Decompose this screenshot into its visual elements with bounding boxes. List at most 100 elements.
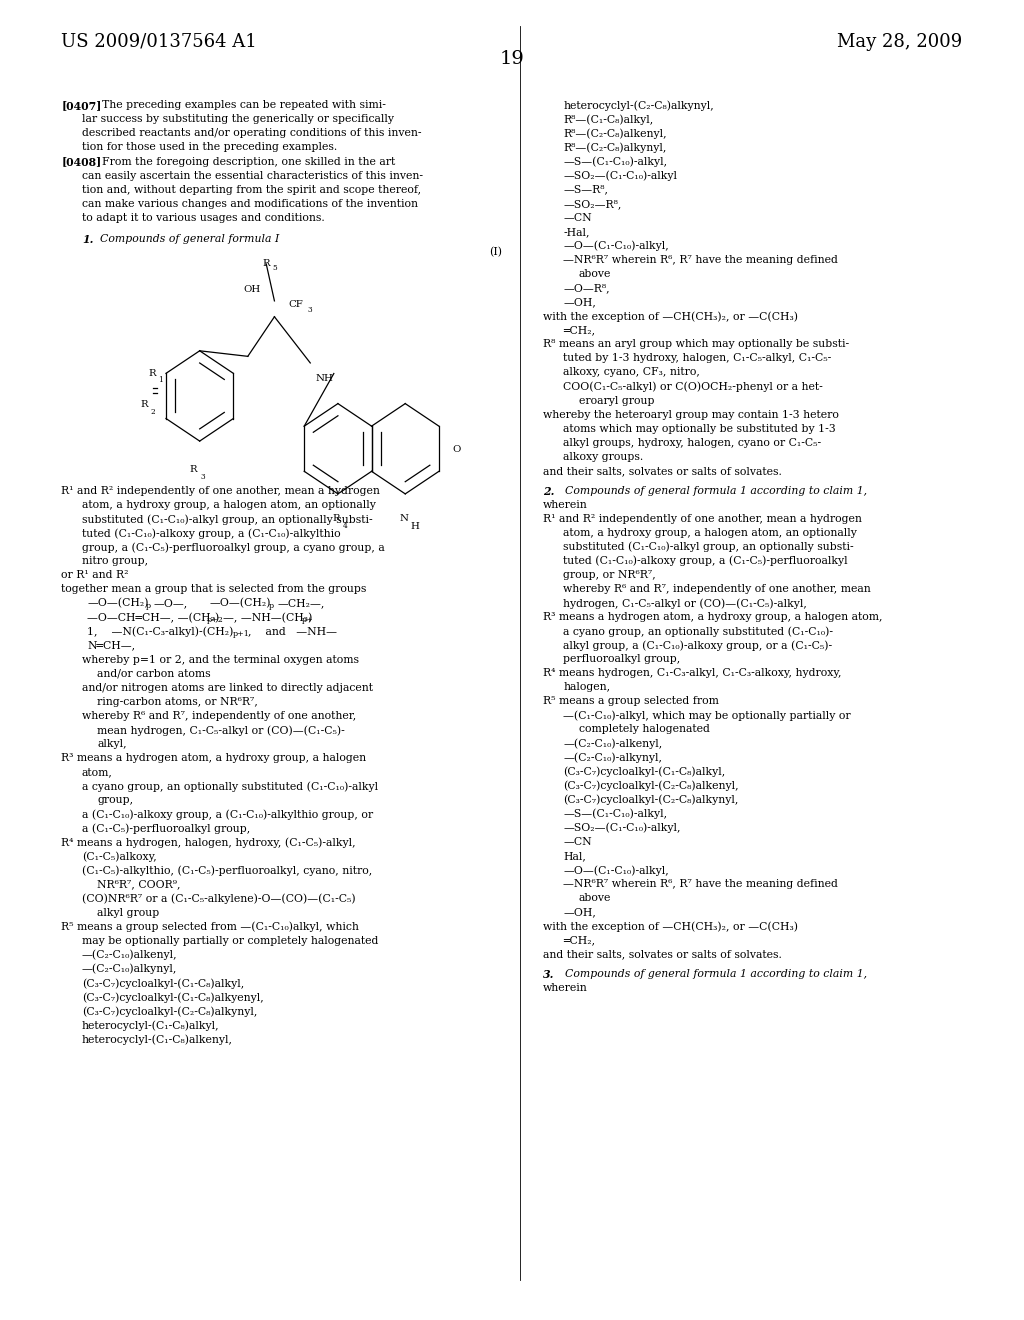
Text: (C₃-C₇)cycloalkyl-(C₁-C₈)alkyenyl,: (C₃-C₇)cycloalkyl-(C₁-C₈)alkyenyl,	[82, 993, 263, 1003]
Text: OH: OH	[244, 285, 261, 294]
Text: with the exception of —CH(CH₃)₂, or —C(CH₃): with the exception of —CH(CH₃)₂, or —C(C…	[543, 921, 798, 932]
Text: perfluoroalkyl group,: perfluoroalkyl group,	[563, 655, 681, 664]
Text: R: R	[189, 465, 197, 474]
Text: heterocyclyl-(C₁-C₈)alkyl,: heterocyclyl-(C₁-C₈)alkyl,	[82, 1020, 219, 1031]
Text: R: R	[333, 513, 340, 523]
Text: hydrogen, C₁-C₅-alkyl or (CO)—(C₁-C₅)-alkyl,: hydrogen, C₁-C₅-alkyl or (CO)—(C₁-C₅)-al…	[563, 598, 807, 609]
Text: R³ means a hydrogen atom, a hydroxy group, a halogen atom,: R³ means a hydrogen atom, a hydroxy grou…	[543, 612, 883, 622]
Text: with the exception of —CH(CH₃)₂, or —C(CH₃): with the exception of —CH(CH₃)₂, or —C(C…	[543, 312, 798, 322]
Text: The preceding examples can be repeated with simi-: The preceding examples can be repeated w…	[102, 100, 386, 111]
Text: —(C₂-C₁₀)alkynyl,: —(C₂-C₁₀)alkynyl,	[82, 964, 177, 974]
Text: or R¹ and R²: or R¹ and R²	[61, 570, 129, 581]
Text: 2.: 2.	[543, 486, 554, 496]
Text: eroaryl group: eroaryl group	[579, 396, 654, 405]
Text: R⁸—(C₁-C₈)alkyl,: R⁸—(C₁-C₈)alkyl,	[563, 115, 653, 125]
Text: Compounds of general formula 1 according to claim 1,: Compounds of general formula 1 according…	[565, 486, 867, 495]
Text: Hal,: Hal,	[563, 851, 586, 861]
Text: R⁸ means an aryl group which may optionally be substi-: R⁸ means an aryl group which may optiona…	[543, 339, 849, 350]
Text: atom, a hydroxy group, a halogen atom, an optionally: atom, a hydroxy group, a halogen atom, a…	[82, 500, 376, 510]
Text: May 28, 2009: May 28, 2009	[838, 33, 963, 51]
Text: 3.: 3.	[543, 969, 554, 981]
Text: —(C₂-C₁₀)-alkynyl,: —(C₂-C₁₀)-alkynyl,	[563, 752, 663, 763]
Text: and/or carbon atoms: and/or carbon atoms	[97, 669, 211, 678]
Text: Compounds of general formula 1 according to claim 1,: Compounds of general formula 1 according…	[565, 969, 867, 979]
Text: (I): (I)	[488, 247, 502, 257]
Text: tuted (C₁-C₁₀)-alkoxy group, a (C₁-C₁₀)-alkylthio: tuted (C₁-C₁₀)-alkoxy group, a (C₁-C₁₀)-…	[82, 528, 341, 539]
Text: From the foregoing description, one skilled in the art: From the foregoing description, one skil…	[102, 157, 395, 166]
Text: —(C₂-C₁₀)alkenyl,: —(C₂-C₁₀)alkenyl,	[82, 950, 177, 961]
Text: R¹ and R² independently of one another, mean a hydrogen: R¹ and R² independently of one another, …	[61, 486, 380, 496]
Text: wherein: wherein	[543, 499, 588, 510]
Text: —NR⁶R⁷ wherein R⁶, R⁷ have the meaning defined: —NR⁶R⁷ wherein R⁶, R⁷ have the meaning d…	[563, 879, 838, 890]
Text: —SO₂—(C₁-C₁₀)-alkyl: —SO₂—(C₁-C₁₀)-alkyl	[563, 170, 677, 181]
Text: p: p	[145, 602, 151, 610]
Text: Compounds of general formula I: Compounds of general formula I	[100, 234, 280, 244]
Text: and their salts, solvates or salts of solvates.: and their salts, solvates or salts of so…	[543, 949, 781, 960]
Text: alkyl group, a (C₁-C₁₀)-alkoxy group, or a (C₁-C₅)-: alkyl group, a (C₁-C₁₀)-alkoxy group, or…	[563, 640, 833, 651]
Text: R: R	[262, 259, 269, 268]
Text: (C₃-C₇)cycloalkyl-(C₁-C₈)alkyl,: (C₃-C₇)cycloalkyl-(C₁-C₈)alkyl,	[82, 978, 244, 989]
Text: —OH,: —OH,	[563, 297, 596, 308]
Text: —CH₂—,: —CH₂—,	[278, 598, 325, 609]
Text: (C₁-C₅)alkoxy,: (C₁-C₅)alkoxy,	[82, 851, 157, 862]
Text: ,    and   —NH—: , and —NH—	[248, 627, 337, 636]
Text: atom,: atom,	[82, 767, 113, 777]
Text: —O—(C₁-C₁₀)-alkyl,: —O—(C₁-C₁₀)-alkyl,	[563, 865, 669, 875]
Text: —SO₂—(C₁-C₁₀)-alkyl,: —SO₂—(C₁-C₁₀)-alkyl,	[563, 822, 681, 833]
Text: 2: 2	[151, 408, 156, 416]
Text: group, a (C₁-C₅)-perfluoroalkyl group, a cyano group, a: group, a (C₁-C₅)-perfluoroalkyl group, a…	[82, 543, 385, 553]
Text: alkyl groups, hydroxy, halogen, cyano or C₁-C₅-: alkyl groups, hydroxy, halogen, cyano or…	[563, 438, 821, 447]
Text: —O—,: —O—,	[154, 598, 187, 609]
Text: —S—(C₁-C₁₀)-alkyl,: —S—(C₁-C₁₀)-alkyl,	[563, 157, 668, 168]
Text: NH: NH	[315, 374, 333, 383]
Text: —CN: —CN	[563, 213, 592, 223]
Text: —O—(CH₂): —O—(CH₂)	[210, 598, 271, 609]
Text: [0408]: [0408]	[61, 157, 101, 168]
Text: H: H	[411, 521, 419, 531]
Text: substituted (C₁-C₁₀)-alkyl group, an optionally substi-: substituted (C₁-C₁₀)-alkyl group, an opt…	[563, 541, 854, 552]
Text: whereby R⁶ and R⁷, independently of one another, mean: whereby R⁶ and R⁷, independently of one …	[563, 583, 871, 594]
Text: 4: 4	[343, 521, 348, 529]
Text: (CO)NR⁶R⁷ or a (C₁-C₅-alkylene)-O—(CO)—(C₁-C₅): (CO)NR⁶R⁷ or a (C₁-C₅-alkylene)-O—(CO)—(…	[82, 894, 355, 904]
Text: —O—R⁸,: —O—R⁸,	[563, 282, 610, 293]
Text: —CN: —CN	[563, 837, 592, 847]
Text: p+: p+	[302, 616, 313, 624]
Text: R⁵ means a group selected from —(C₁-C₁₀)alkyl, which: R⁵ means a group selected from —(C₁-C₁₀)…	[61, 921, 359, 932]
Text: nitro group,: nitro group,	[82, 556, 148, 566]
Text: substituted (C₁-C₁₀)-alkyl group, an optionally substi-: substituted (C₁-C₁₀)-alkyl group, an opt…	[82, 513, 373, 524]
Text: US 2009/0137564 A1: US 2009/0137564 A1	[61, 33, 257, 51]
Text: (C₃-C₇)cycloalkyl-(C₂-C₈)alkynyl,: (C₃-C₇)cycloalkyl-(C₂-C₈)alkynyl,	[82, 1006, 257, 1016]
Text: N: N	[399, 513, 409, 523]
Text: ═CH₂,: ═CH₂,	[563, 325, 595, 335]
Text: R: R	[140, 400, 147, 409]
Text: O: O	[453, 445, 461, 454]
Text: a cyano group, an optionally substituted (C₁-C₁₀)-: a cyano group, an optionally substituted…	[563, 626, 834, 636]
Text: together mean a group that is selected from the groups: together mean a group that is selected f…	[61, 585, 367, 594]
Text: 1,    —N(C₁-C₃-alkyl)-(CH₂): 1, —N(C₁-C₃-alkyl)-(CH₂)	[87, 627, 233, 638]
Text: tuted (C₁-C₁₀)-alkoxy group, a (C₁-C₅)-perfluoroalkyl: tuted (C₁-C₁₀)-alkoxy group, a (C₁-C₅)-p…	[563, 556, 848, 566]
Text: R⁸—(C₂-C₈)alkenyl,: R⁸—(C₂-C₈)alkenyl,	[563, 128, 667, 139]
Text: p+1: p+1	[232, 631, 249, 639]
Text: -Hal,: -Hal,	[563, 227, 590, 236]
Text: a (C₁-C₁₀)-alkoxy group, a (C₁-C₁₀)-alkylthio group, or: a (C₁-C₁₀)-alkoxy group, a (C₁-C₁₀)-alky…	[82, 809, 373, 820]
Text: COO(C₁-C₅-alkyl) or C(O)OCH₂-phenyl or a het-: COO(C₁-C₅-alkyl) or C(O)OCH₂-phenyl or a…	[563, 381, 823, 392]
Text: and/or nitrogen atoms are linked to directly adjacent: and/or nitrogen atoms are linked to dire…	[82, 682, 373, 693]
Text: 5: 5	[272, 264, 278, 272]
Text: R⁸—(C₂-C₈)alkynyl,: R⁸—(C₂-C₈)alkynyl,	[563, 143, 667, 153]
Text: whereby the heteroaryl group may contain 1-3 hetero: whereby the heteroaryl group may contain…	[543, 409, 839, 420]
Text: —, —NH—(CH₂): —, —NH—(CH₂)	[223, 612, 312, 623]
Text: —O—CH═CH—, —(CH₂): —O—CH═CH—, —(CH₂)	[87, 612, 219, 623]
Text: (C₃-C₇)cycloalkyl-(C₂-C₈)alkenyl,: (C₃-C₇)cycloalkyl-(C₂-C₈)alkenyl,	[563, 780, 739, 791]
Text: alkoxy groups.: alkoxy groups.	[563, 451, 643, 462]
Text: R⁵ means a group selected from: R⁵ means a group selected from	[543, 697, 719, 706]
Text: whereby p=1 or 2, and the terminal oxygen atoms: whereby p=1 or 2, and the terminal oxyge…	[82, 655, 359, 665]
Text: 1: 1	[158, 376, 163, 384]
Text: tuted by 1-3 hydroxy, halogen, C₁-C₅-alkyl, C₁-C₅-: tuted by 1-3 hydroxy, halogen, C₁-C₅-alk…	[563, 354, 831, 363]
Text: p+2: p+2	[207, 616, 223, 624]
Text: heterocyclyl-(C₂-C₈)alkynyl,: heterocyclyl-(C₂-C₈)alkynyl,	[563, 100, 714, 111]
Text: —O—(CH₂): —O—(CH₂)	[87, 598, 148, 609]
Text: group, or NR⁶R⁷,: group, or NR⁶R⁷,	[563, 570, 656, 579]
Text: [0407]: [0407]	[61, 100, 101, 111]
Text: above: above	[579, 894, 611, 903]
Text: —SO₂—R⁸,: —SO₂—R⁸,	[563, 199, 622, 209]
